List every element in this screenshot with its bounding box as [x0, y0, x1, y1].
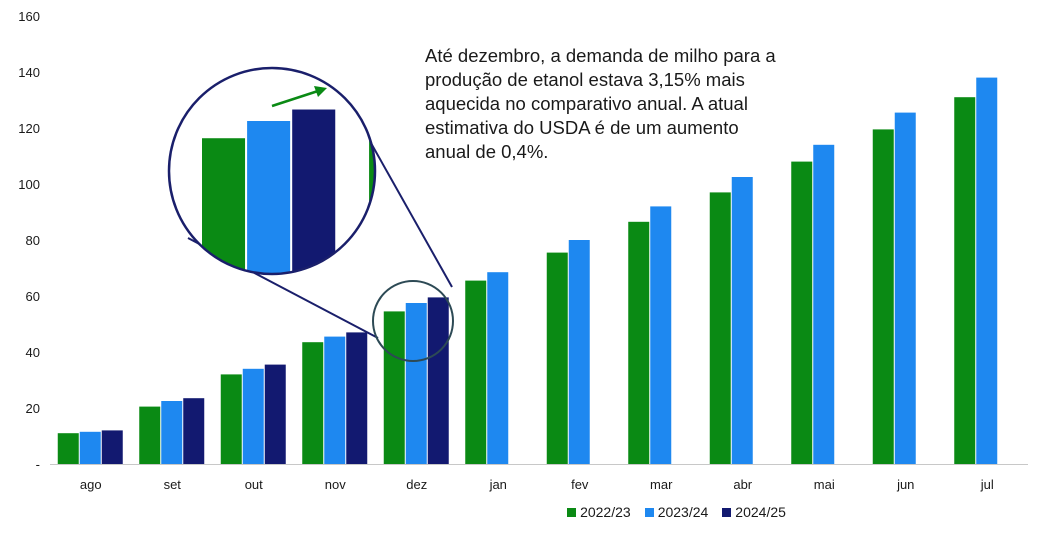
- x-tick-label: mai: [814, 477, 835, 492]
- legend-item-2023-24: 2023/24: [644, 504, 709, 520]
- bar: [546, 252, 568, 464]
- legend: 2022/23 2023/24 2024/25: [0, 504, 1043, 520]
- zoom-callout: [167, 66, 454, 362]
- bar: [57, 433, 79, 464]
- chart-annotation: Até dezembro, a demanda de milho para a …: [425, 44, 825, 164]
- x-tick-label: jan: [489, 477, 507, 492]
- y-tick-label: 20: [26, 401, 40, 416]
- bars: [57, 77, 998, 465]
- x-tick-label: mar: [650, 477, 673, 492]
- y-tick-label: 140: [18, 65, 40, 80]
- bar: [650, 206, 672, 464]
- bar: [791, 161, 813, 464]
- zoom-circle-large: [167, 66, 377, 276]
- y-tick-label: 40: [26, 345, 40, 360]
- bar: [813, 144, 835, 465]
- zoomed-bars: [169, 68, 375, 274]
- bar: [709, 192, 731, 464]
- y-tick-label: 100: [18, 177, 40, 192]
- zoomed-bar: [369, 75, 375, 274]
- legend-label: 2024/25: [735, 504, 786, 520]
- x-axis: ago set out nov dez jan fev mar abr mai jun jul: [50, 464, 1028, 492]
- x-tick-label: jul: [980, 477, 994, 492]
- legend-item-2022-23: 2022/23: [567, 504, 631, 520]
- trend-arrow: [271, 89, 319, 108]
- annotation-line: anual de 0,4%.: [425, 141, 549, 162]
- legend-swatch: [722, 507, 732, 517]
- bar: [894, 112, 916, 464]
- bar: [220, 374, 242, 464]
- bar: [139, 406, 161, 464]
- legend-swatch: [644, 507, 654, 517]
- x-tick-label: out: [245, 477, 263, 492]
- trend-arrow-head: [314, 86, 327, 97]
- annotation-line: Até dezembro, a demanda de milho para a: [425, 45, 776, 66]
- annotation-line: produção de etanol estava 3,15% mais: [425, 69, 745, 90]
- x-tick-label: fev: [571, 477, 589, 492]
- legend-label: 2023/24: [657, 504, 709, 520]
- bar: [872, 129, 894, 464]
- bar-chart: - 20 40 60 80 100 120 140 160 ago set out nov dez jan…: [18, 9, 1028, 492]
- x-tick-label: abr: [733, 477, 752, 492]
- bar: [101, 430, 123, 464]
- bar: [405, 303, 427, 464]
- bar: [79, 431, 101, 464]
- bar: [383, 311, 405, 464]
- y-tick-label: 80: [26, 233, 40, 248]
- y-tick-label: 120: [18, 121, 40, 136]
- y-tick-label: 60: [26, 289, 40, 304]
- legend-label: 2022/23: [580, 504, 631, 520]
- bar: [731, 177, 753, 464]
- bar: [954, 97, 976, 464]
- bar: [161, 401, 183, 464]
- legend-item-2024-25: 2024/25: [722, 504, 786, 520]
- bar: [264, 364, 286, 464]
- bar: [976, 77, 998, 464]
- y-axis: - 20 40 60 80 100 120 140 160: [18, 9, 40, 472]
- x-tick-label: jun: [896, 477, 914, 492]
- bar: [568, 240, 590, 464]
- zoomed-bar: [292, 109, 336, 274]
- bar: [427, 297, 449, 464]
- x-tick-label: ago: [80, 477, 102, 492]
- annotation-line: aquecida no comparativo anual. A atual: [425, 93, 748, 114]
- bar: [302, 342, 324, 464]
- legend-swatch: [567, 507, 577, 517]
- zoom-circle-small: [372, 280, 454, 362]
- bar: [465, 280, 487, 464]
- bar: [487, 272, 509, 464]
- bar: [628, 221, 650, 464]
- bar: [242, 368, 264, 464]
- y-tick-label: -: [36, 457, 40, 472]
- x-tick-label: nov: [325, 477, 346, 492]
- bar: [346, 332, 368, 464]
- x-tick-label: set: [164, 477, 182, 492]
- annotation-line: estimativa do USDA é de um aumento: [425, 117, 739, 138]
- bar: [183, 398, 205, 464]
- x-tick-label: dez: [406, 477, 427, 492]
- y-tick-label: 160: [18, 9, 40, 24]
- bar: [324, 336, 346, 464]
- zoomed-bar: [247, 121, 291, 274]
